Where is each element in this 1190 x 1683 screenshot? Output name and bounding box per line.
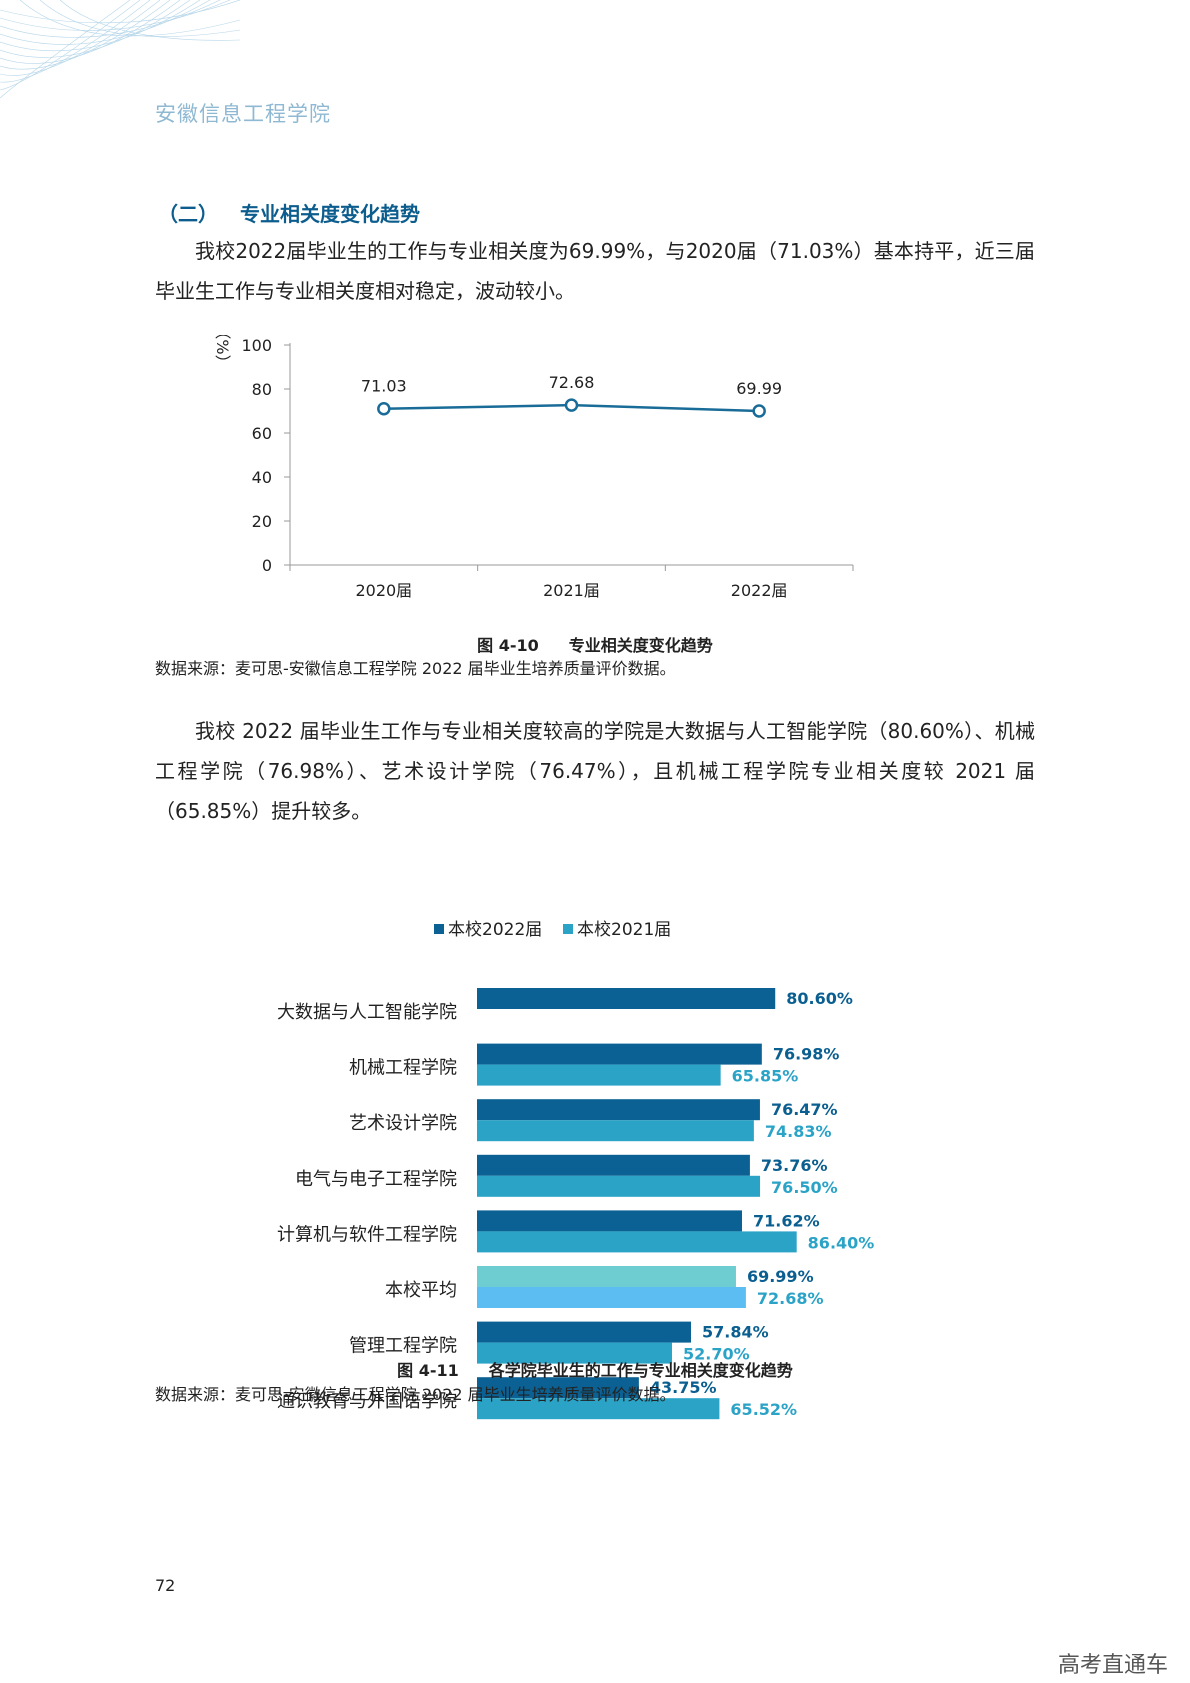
y-tick-label: 0 [262, 556, 272, 575]
bar-2022 [477, 988, 776, 1009]
figure-number: 图 4-11 [397, 1361, 459, 1380]
bar-2021-label: 52.70% [683, 1345, 750, 1364]
figure-caption-4-10: 图 4-10 专业相关度变化趋势 [0, 632, 1190, 656]
category-label: 管理工程学院 [349, 1336, 457, 1357]
bar-2022-label: 43.75% [650, 1378, 717, 1397]
bar-2022 [477, 1377, 639, 1399]
section-number: （二） [158, 202, 218, 226]
category-label: 计算机与软件工程学院 [277, 1224, 457, 1245]
bar-2022 [477, 1210, 742, 1232]
bar-2022 [477, 1043, 762, 1065]
bar-2022-label: 73.76% [761, 1156, 828, 1175]
bar-2022-label: 71.62% [753, 1211, 820, 1230]
x-tick-label: 2020届 [355, 581, 412, 600]
data-source-1: 数据来源：麦可思-安徽信息工程学院 2022 届毕业生培养质量评价数据。 [155, 659, 676, 678]
bar-2022-label: 57.84% [702, 1323, 769, 1342]
bar-2021 [477, 1175, 761, 1197]
bar-2021-label: 65.52% [730, 1400, 797, 1419]
section-heading: （二） 专业相关度变化趋势 [158, 198, 420, 227]
y-tick-label: 80 [252, 380, 272, 399]
y-axis-label: （%） [213, 335, 232, 371]
data-label: 69.99 [736, 379, 782, 398]
category-label: 机械工程学院 [349, 1058, 457, 1079]
watermark: 高考直通车 [1057, 1653, 1168, 1678]
bar-2022-label: 76.98% [773, 1045, 840, 1064]
category-label: 本校平均 [385, 1280, 457, 1301]
legend-label: 本校2021届 [577, 920, 671, 940]
figure-number: 图 4-10 [477, 636, 539, 655]
legend-swatch [434, 924, 444, 934]
page-number: 72 [155, 1576, 176, 1595]
bar-2022 [477, 1099, 760, 1121]
figure-title: 各学院毕业生的工作与专业相关度变化趋势 [488, 1361, 793, 1380]
bar-2021 [477, 1398, 720, 1420]
category-label: 艺术设计学院 [349, 1113, 457, 1134]
x-tick-label: 2021届 [543, 581, 600, 600]
bar-2021-label: 74.83% [765, 1122, 832, 1141]
category-label: 电气与电子工程学院 [295, 1169, 457, 1190]
category-label: 通识教育与外国语学院 [277, 1391, 457, 1412]
bar-2022 [477, 1321, 692, 1343]
figure-title: 专业相关度变化趋势 [568, 636, 713, 655]
paragraph-2: 我校 2022 届毕业生工作与专业相关度较高的学院是大数据与人工智能学院（80.… [155, 719, 1035, 823]
bar-2021-label: 72.68% [757, 1289, 824, 1308]
figure-caption-4-11: 图 4-11 各学院毕业生的工作与专业相关度变化趋势 [0, 1357, 1190, 1381]
y-tick-label: 20 [252, 512, 272, 531]
bar-2021-label: 65.85% [732, 1067, 799, 1086]
data-point [752, 404, 766, 418]
data-source-2: 数据来源：麦可思-安徽信息工程学院 2022 届毕业生培养质量评价数据。 [155, 1385, 676, 1404]
x-tick-label: 2022届 [731, 581, 788, 600]
y-tick-label: 100 [241, 336, 272, 355]
bar-2022-label: 80.60% [786, 989, 853, 1008]
section-title: 专业相关度变化趋势 [240, 202, 420, 226]
bar-2022-label: 69.99% [747, 1267, 814, 1286]
school-header: 安徽信息工程学院 [155, 102, 331, 126]
bar-2021 [477, 1120, 754, 1142]
bar-2021-label: 86.40% [808, 1233, 875, 1252]
data-label: 71.03 [361, 377, 407, 396]
y-tick-label: 40 [252, 468, 272, 487]
bar-2022-label: 76.47% [771, 1100, 838, 1119]
data-point [564, 398, 579, 412]
bar-2021 [477, 1342, 672, 1364]
y-tick-label: 60 [252, 424, 272, 443]
bar-2021 [477, 1231, 797, 1253]
data-label: 72.68 [549, 373, 595, 392]
line-chart-major-relevance: 0 20 40 60 80 100 2020届 2021届 2022届 （%） 71.03 72.68… [213, 335, 854, 600]
paragraph-1: 我校2022届毕业生的工作与专业相关度为69.99%，与2020届（71.03%… [155, 239, 1035, 303]
bar-2021 [477, 1064, 721, 1086]
legend-swatch [563, 924, 573, 934]
category-label: 大数据与人工智能学院 [277, 1002, 457, 1023]
legend-label: 本校2022届 [448, 920, 542, 940]
bar-2021-label: 76.50% [771, 1178, 838, 1197]
decorative-wave-lines [0, 0, 240, 99]
bar-2022 [477, 1266, 736, 1287]
bar-2022 [477, 1154, 750, 1176]
bar-2021 [477, 1287, 746, 1308]
data-point [377, 401, 391, 416]
